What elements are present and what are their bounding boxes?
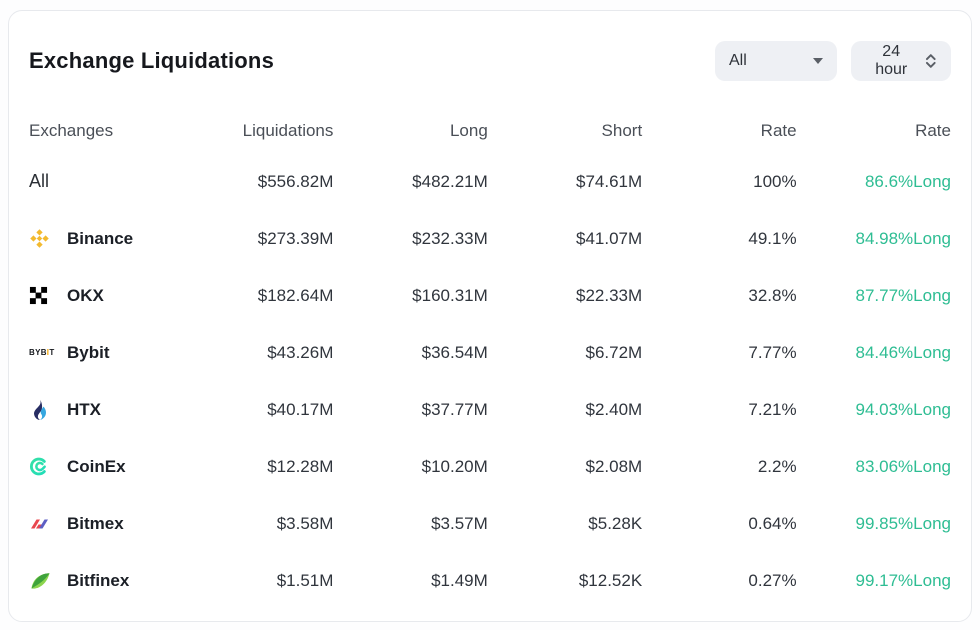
- long-value: $1.49M: [431, 570, 488, 590]
- short-value: $12.52K: [578, 570, 643, 590]
- filter-controls: All 24 hour: [715, 41, 951, 81]
- table-row[interactable]: Bitmex $3.58M $3.57M $5.28K 0.64% 99.85%…: [29, 495, 951, 552]
- exchange-cell[interactable]: HTX: [29, 399, 179, 421]
- rate-value: 32.8%: [748, 285, 797, 305]
- exchange-name: HTX: [67, 399, 101, 419]
- long-rate-value: 86.6%Long: [864, 171, 951, 191]
- exchange-cell[interactable]: OKX: [29, 285, 179, 307]
- liquidations-value: $1.51M: [276, 570, 334, 590]
- time-filter-dropdown[interactable]: 24 hour: [851, 41, 951, 81]
- exchange-name: All: [29, 171, 50, 191]
- exchange-cell[interactable]: Bitmex: [29, 513, 179, 535]
- liquidations-value: $3.58M: [276, 513, 334, 533]
- rate-value: 0.27%: [748, 570, 797, 590]
- short-value: $6.72M: [585, 342, 643, 362]
- rate-value: 100%: [753, 171, 797, 191]
- exchange-cell[interactable]: BYBIT Bybit: [29, 342, 179, 364]
- long-rate-value: 99.17%Long: [855, 570, 951, 590]
- long-value: $36.54M: [421, 342, 488, 362]
- page-title: Exchange Liquidations: [29, 48, 275, 73]
- bybit-icon: BYBIT: [29, 347, 55, 357]
- liquidations-value: $43.26M: [267, 342, 334, 362]
- exchange-name: Bitmex: [67, 513, 124, 533]
- long-value: $37.77M: [421, 399, 488, 419]
- exchange-name: Binance: [67, 228, 134, 248]
- chevron-down-icon: [813, 58, 823, 64]
- column-header-short: Short: [601, 121, 643, 140]
- exchange-name: Bitfinex: [67, 570, 130, 590]
- htx-icon: [29, 399, 57, 421]
- binance-icon: [29, 228, 57, 250]
- rate-value: 0.64%: [748, 513, 797, 533]
- column-header-long-rate: Rate: [915, 121, 951, 140]
- liquidations-table: Exchanges Liquidations Long Short Rate R…: [9, 109, 971, 609]
- exchange-filter-value: All: [729, 52, 747, 69]
- table-body: All $556.82M $482.21M $74.61M 100% 86.6%…: [29, 153, 951, 609]
- column-header-liquidations: Liquidations: [242, 121, 334, 140]
- long-value: $3.57M: [431, 513, 488, 533]
- card-header: Exchange Liquidations All 24 hour: [9, 11, 971, 83]
- exchange-cell[interactable]: CoinEx: [29, 456, 179, 478]
- column-header-exchanges: Exchanges: [29, 121, 114, 140]
- long-rate-value: 87.77%Long: [855, 285, 951, 305]
- liquidations-value: $12.28M: [267, 456, 334, 476]
- table-header-row: Exchanges Liquidations Long Short Rate R…: [29, 109, 951, 153]
- table-row[interactable]: All $556.82M $482.21M $74.61M 100% 86.6%…: [29, 153, 951, 210]
- short-value: $2.08M: [585, 456, 643, 476]
- long-rate-value: 83.06%Long: [855, 456, 951, 476]
- liquidations-value: $40.17M: [267, 399, 334, 419]
- table-row[interactable]: HTX $40.17M $37.77M $2.40M 7.21% 94.03%L…: [29, 381, 951, 438]
- liquidations-value: $182.64M: [257, 285, 334, 305]
- coinex-icon: [29, 456, 57, 478]
- short-value: $2.40M: [585, 399, 643, 419]
- short-value: $5.28K: [588, 513, 643, 533]
- short-value: $74.61M: [576, 171, 643, 191]
- rate-value: 7.21%: [748, 399, 797, 419]
- table-row[interactable]: BYBIT Bybit $43.26M $36.54M $6.72M 7.77%…: [29, 324, 951, 381]
- short-value: $22.33M: [576, 285, 643, 305]
- short-value: $41.07M: [576, 228, 643, 248]
- time-filter-value: 24 hour: [875, 43, 908, 78]
- table-row[interactable]: Binance $273.39M $232.33M $41.07M 49.1% …: [29, 210, 951, 267]
- long-rate-value: 84.98%Long: [855, 228, 951, 248]
- exchange-name: CoinEx: [67, 456, 126, 476]
- exchange-name: Bybit: [67, 342, 110, 362]
- long-rate-value: 99.85%Long: [855, 513, 951, 533]
- chevron-up-down-icon: [926, 54, 937, 68]
- long-rate-value: 94.03%Long: [855, 399, 951, 419]
- exchange-name: OKX: [67, 285, 104, 305]
- bitfinex-icon: [29, 570, 57, 592]
- exchange-cell[interactable]: Binance: [29, 228, 179, 250]
- table-row[interactable]: Bitfinex $1.51M $1.49M $12.52K 0.27% 99.…: [29, 552, 951, 609]
- okx-icon: [29, 285, 57, 307]
- long-value: $10.20M: [421, 456, 488, 476]
- column-header-rate: Rate: [760, 121, 797, 140]
- long-value: $482.21M: [412, 171, 488, 191]
- column-header-long: Long: [449, 121, 488, 140]
- rate-value: 7.77%: [748, 342, 797, 362]
- rate-value: 2.2%: [757, 456, 797, 476]
- table-row[interactable]: OKX $182.64M $160.31M $22.33M 32.8% 87.7…: [29, 267, 951, 324]
- liquidations-value: $273.39M: [257, 228, 334, 248]
- rate-value: 49.1%: [748, 228, 797, 248]
- bitmex-icon: [29, 513, 57, 535]
- exchange-cell[interactable]: All: [29, 171, 179, 192]
- table-row[interactable]: CoinEx $12.28M $10.20M $2.08M 2.2% 83.06…: [29, 438, 951, 495]
- exchange-liquidations-card: Exchange Liquidations All 24 hour Exchan…: [8, 10, 972, 622]
- liquidations-value: $556.82M: [257, 171, 334, 191]
- long-value: $160.31M: [412, 285, 488, 305]
- exchange-cell[interactable]: Bitfinex: [29, 570, 179, 592]
- long-rate-value: 84.46%Long: [855, 342, 951, 362]
- long-value: $232.33M: [412, 228, 488, 248]
- exchange-filter-dropdown[interactable]: All: [715, 41, 837, 81]
